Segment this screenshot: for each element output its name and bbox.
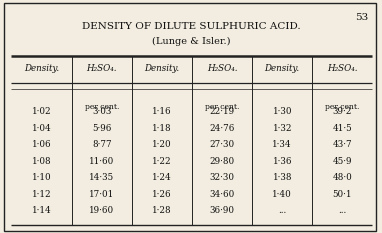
Text: Density.: Density. (24, 64, 59, 73)
Text: H₂SO₄.: H₂SO₄. (207, 64, 237, 73)
Text: 43·7: 43·7 (333, 140, 352, 149)
Text: ...: ... (278, 206, 286, 215)
Text: 1·26: 1·26 (152, 190, 172, 199)
Text: 29·80: 29·80 (209, 157, 235, 166)
Text: H₂SO₄.: H₂SO₄. (86, 64, 117, 73)
Text: 1·14: 1·14 (32, 206, 52, 215)
Text: 14·35: 14·35 (89, 173, 114, 182)
Text: per cent.: per cent. (205, 103, 239, 110)
Text: 53: 53 (355, 13, 369, 22)
Text: 1·22: 1·22 (152, 157, 172, 166)
Text: DENSITY OF DILUTE SULPHURIC ACID.: DENSITY OF DILUTE SULPHURIC ACID. (82, 22, 300, 31)
Text: 22·19: 22·19 (209, 107, 235, 116)
Text: 1·16: 1·16 (152, 107, 172, 116)
Text: 24·76: 24·76 (209, 124, 235, 133)
Text: 17·01: 17·01 (89, 190, 114, 199)
Text: 32·30: 32·30 (210, 173, 235, 182)
Text: 1·06: 1·06 (32, 140, 51, 149)
Text: per cent.: per cent. (325, 103, 359, 110)
Text: 1·32: 1·32 (272, 124, 292, 133)
Text: 39·2: 39·2 (333, 107, 352, 116)
Text: Density.: Density. (265, 64, 300, 73)
Text: 36·90: 36·90 (210, 206, 235, 215)
Text: 1·18: 1·18 (152, 124, 172, 133)
Text: 1·02: 1·02 (32, 107, 51, 116)
Text: H₂SO₄.: H₂SO₄. (327, 64, 358, 73)
Text: 1·10: 1·10 (32, 173, 51, 182)
Text: 1·40: 1·40 (272, 190, 292, 199)
Text: 50·1: 50·1 (333, 190, 352, 199)
Text: ...: ... (338, 206, 346, 215)
Text: 1·24: 1·24 (152, 173, 172, 182)
Text: 19·60: 19·60 (89, 206, 114, 215)
Text: 1·28: 1·28 (152, 206, 172, 215)
Text: 1·20: 1·20 (152, 140, 172, 149)
Text: 27·30: 27·30 (209, 140, 235, 149)
Text: 45·9: 45·9 (333, 157, 352, 166)
Text: 5·96: 5·96 (92, 124, 112, 133)
Text: 1·08: 1·08 (32, 157, 51, 166)
Text: 34·60: 34·60 (209, 190, 235, 199)
Text: 8·77: 8·77 (92, 140, 112, 149)
Text: 1·04: 1·04 (32, 124, 52, 133)
Text: 1·38: 1·38 (272, 173, 292, 182)
Text: 1·12: 1·12 (32, 190, 51, 199)
Text: 48·0: 48·0 (332, 173, 352, 182)
Text: (Lunge & Isler.): (Lunge & Isler.) (152, 37, 230, 46)
Text: per cent.: per cent. (84, 103, 119, 110)
Text: 3·03: 3·03 (92, 107, 112, 116)
Text: 41·5: 41·5 (333, 124, 352, 133)
Text: 1·36: 1·36 (272, 157, 292, 166)
Text: Density.: Density. (144, 64, 180, 73)
Text: 11·60: 11·60 (89, 157, 114, 166)
Text: 1·34: 1·34 (272, 140, 292, 149)
Text: 1·30: 1·30 (272, 107, 292, 116)
